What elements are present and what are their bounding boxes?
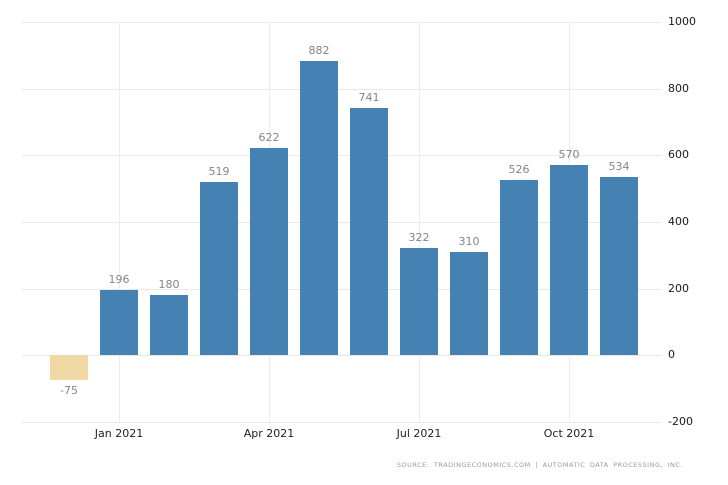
bar[interactable] bbox=[250, 148, 288, 356]
bar-value-label: 322 bbox=[408, 231, 430, 244]
bar-value-label: 741 bbox=[358, 91, 380, 105]
h-gridline bbox=[22, 288, 661, 290]
bar-value-label: 570 bbox=[558, 148, 580, 162]
v-gridline bbox=[119, 22, 120, 422]
h-gridline bbox=[22, 355, 661, 357]
v-gridline bbox=[419, 22, 420, 422]
bar[interactable] bbox=[200, 182, 238, 356]
bar-value-label: 180 bbox=[158, 278, 180, 292]
h-gridline bbox=[22, 155, 661, 157]
bar-value-label: 310 bbox=[458, 235, 480, 248]
bar[interactable] bbox=[100, 290, 138, 356]
y-axis-tick-label: 0 bbox=[668, 348, 675, 362]
source-attribution: SOURCE: TRADINGECONOMICS.COM | AUTOMATIC… bbox=[396, 461, 683, 469]
bar-value-label: 534 bbox=[608, 160, 630, 174]
y-axis-tick-label: 1000 bbox=[668, 15, 696, 28]
y-axis-tick-label: -200 bbox=[668, 415, 693, 428]
bar-value-label: 519 bbox=[208, 165, 230, 179]
x-axis-tick-label: Jul 2021 bbox=[396, 427, 442, 440]
bar-value-label: 622 bbox=[258, 131, 280, 144]
x-axis-tick-label: Jan 2021 bbox=[94, 427, 144, 440]
y-axis-tick-label: 800 bbox=[668, 81, 689, 95]
h-gridline bbox=[22, 88, 661, 90]
h-gridline bbox=[22, 22, 661, 23]
bar[interactable] bbox=[450, 252, 488, 356]
bar[interactable] bbox=[50, 355, 88, 381]
bar-value-label: -75 bbox=[60, 384, 78, 398]
bar[interactable] bbox=[550, 165, 588, 356]
x-axis-tick-label: Apr 2021 bbox=[243, 427, 295, 440]
bar[interactable] bbox=[150, 295, 188, 356]
bar[interactable] bbox=[500, 180, 538, 356]
bar-value-label: 526 bbox=[508, 163, 530, 176]
bar[interactable] bbox=[400, 248, 438, 356]
bar[interactable] bbox=[300, 61, 338, 356]
h-gridline bbox=[22, 222, 661, 223]
y-axis-tick-label: 200 bbox=[668, 281, 689, 295]
bar[interactable] bbox=[600, 177, 638, 356]
y-axis-tick-label: 600 bbox=[668, 148, 689, 162]
bar-value-label: 882 bbox=[308, 44, 330, 58]
x-axis-tick-label: Oct 2021 bbox=[543, 427, 595, 440]
bar-value-label: 196 bbox=[108, 273, 130, 286]
bar[interactable] bbox=[350, 108, 388, 356]
h-gridline bbox=[22, 422, 661, 423]
y-axis-tick-label: 400 bbox=[668, 215, 689, 228]
